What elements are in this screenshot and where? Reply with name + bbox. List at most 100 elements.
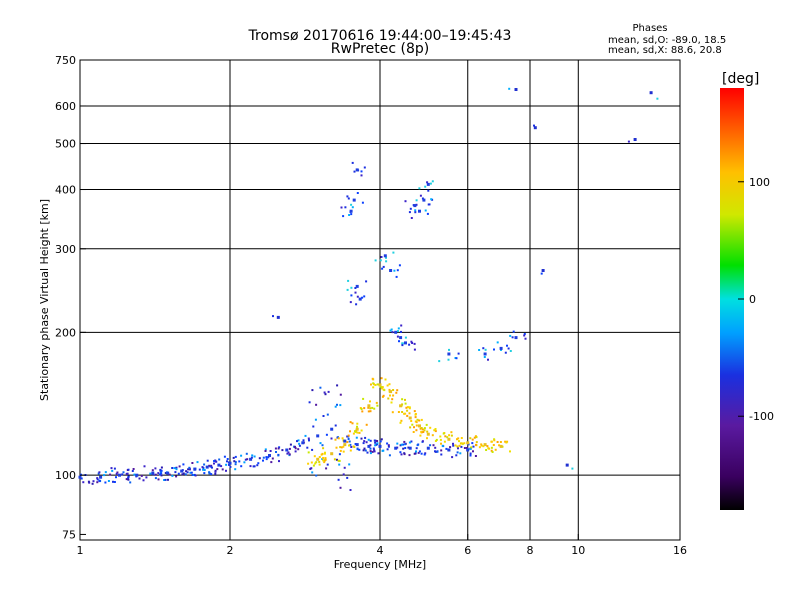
echo-point <box>363 166 366 169</box>
echo-point <box>308 439 310 442</box>
echo-point <box>374 259 377 262</box>
echo-point <box>157 472 160 475</box>
echo-point <box>417 451 420 454</box>
echo-point <box>312 464 315 467</box>
x-tick-label: 16 <box>673 544 687 557</box>
echo-point <box>333 458 336 461</box>
echo-point <box>388 454 391 457</box>
echo-point <box>98 471 101 474</box>
chart-subtitle: RwPretec (8p) <box>331 41 429 57</box>
echo-point <box>337 478 340 481</box>
echo-point <box>129 481 132 484</box>
echo-point <box>243 461 246 464</box>
echo-point <box>404 336 407 339</box>
echo-point <box>434 446 437 449</box>
echo-point <box>424 452 427 455</box>
echo-point <box>356 425 358 428</box>
echo-point <box>80 477 83 480</box>
echo-point <box>493 348 495 351</box>
echo-point <box>225 469 227 472</box>
echo-point <box>379 259 382 262</box>
echo-point <box>362 442 365 445</box>
echo-point <box>208 471 211 474</box>
echo-point <box>111 469 114 472</box>
y-tick-label: 600 <box>55 100 76 113</box>
echo-point <box>496 441 499 443</box>
echo-point <box>149 472 152 475</box>
echo-point <box>376 404 379 407</box>
echo-point <box>373 450 376 453</box>
echo-point <box>509 350 512 352</box>
echo-point <box>256 464 259 467</box>
echo-point <box>340 446 343 449</box>
data-point <box>408 446 412 450</box>
echo-point <box>145 476 148 479</box>
echo-point <box>371 377 374 380</box>
colorbar-tick-label: 0 <box>749 293 756 306</box>
echo-point <box>524 337 527 340</box>
echo-point <box>426 437 428 440</box>
echo-point <box>339 404 342 407</box>
echo-point <box>185 470 188 473</box>
data-point <box>285 448 289 452</box>
echo-point <box>485 449 488 451</box>
echo-point <box>434 428 437 430</box>
echo-point <box>426 430 429 433</box>
echo-point <box>469 452 472 455</box>
echo-point <box>182 463 185 466</box>
echo-point <box>408 343 411 346</box>
echo-point <box>356 192 359 194</box>
echo-point <box>400 330 402 333</box>
echo-point <box>214 473 217 475</box>
echo-point <box>339 446 342 449</box>
echo-point <box>321 452 324 455</box>
echo-point <box>397 327 400 330</box>
echo-point <box>233 460 236 463</box>
echo-point <box>406 406 409 409</box>
echo-point <box>339 486 342 489</box>
echo-point <box>323 452 326 455</box>
echo-point <box>414 209 417 212</box>
echo-point <box>367 406 370 409</box>
echo-point <box>353 446 356 448</box>
data-point <box>418 424 421 428</box>
echo-point <box>264 450 267 452</box>
echo-point <box>379 440 382 443</box>
echo-point <box>400 419 403 422</box>
echo-point <box>96 477 99 480</box>
data-point <box>343 443 347 447</box>
data-point <box>399 336 403 340</box>
echo-point <box>131 470 134 472</box>
echo-point <box>198 468 201 471</box>
echo-point <box>232 456 235 459</box>
y-tick-label: 200 <box>55 326 76 339</box>
echo-point <box>229 465 232 468</box>
echo-point <box>171 467 174 469</box>
echo-point <box>339 449 342 452</box>
echo-point <box>365 423 368 426</box>
echo-point <box>337 459 340 462</box>
echo-point <box>369 407 372 410</box>
y-tick-label: 750 <box>55 54 76 67</box>
echo-point <box>382 449 385 452</box>
echo-point <box>369 439 372 442</box>
echo-point <box>337 436 339 439</box>
data-point <box>426 182 430 186</box>
plot-area <box>79 59 681 541</box>
echo-point <box>228 463 230 466</box>
echo-point <box>210 473 213 476</box>
echo-point <box>375 401 378 404</box>
echo-point <box>353 170 356 173</box>
echo-point <box>427 189 430 192</box>
echo-point <box>96 481 99 484</box>
echo-point <box>298 444 301 447</box>
data-point <box>499 346 503 350</box>
echo-point <box>326 463 329 466</box>
echo-point <box>505 441 508 444</box>
echo-point <box>400 324 403 327</box>
echo-point <box>490 449 493 452</box>
echo-point <box>159 468 162 471</box>
echo-point <box>343 466 346 469</box>
echo-point <box>286 452 289 455</box>
echo-point <box>441 444 444 447</box>
